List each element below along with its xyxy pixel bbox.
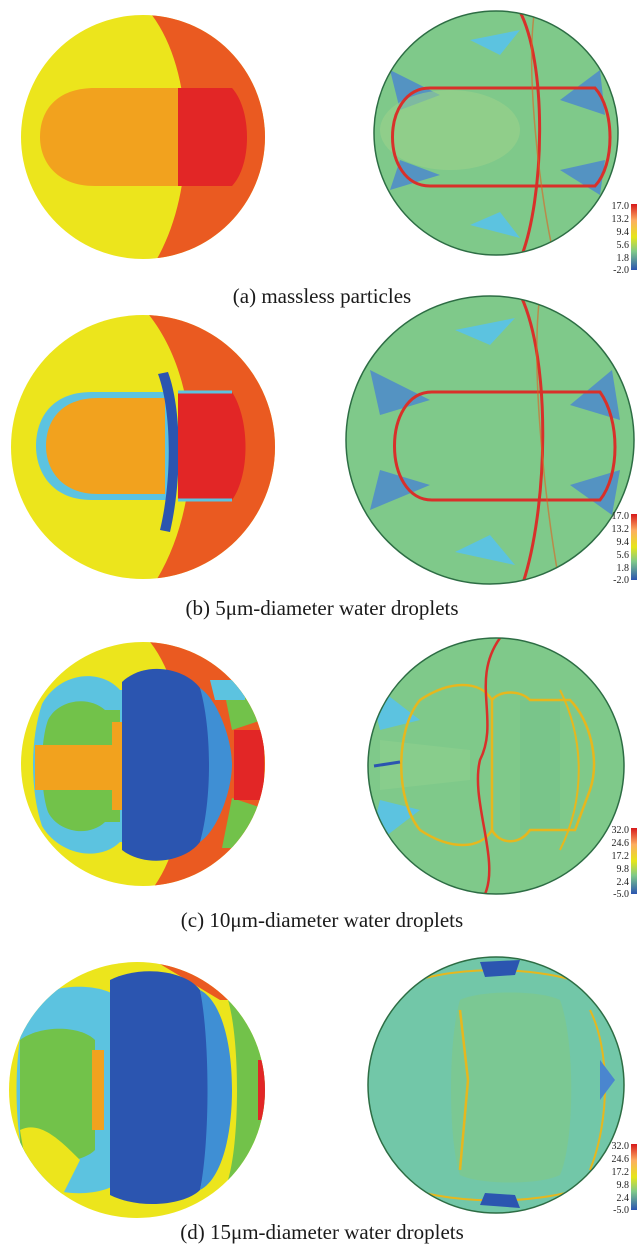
colorbar-tick: -2.0 xyxy=(613,265,629,276)
colorbar-tick: 9.4 xyxy=(617,537,630,548)
panel-c-field-map xyxy=(368,638,624,894)
colorbar-tick: -5.0 xyxy=(613,889,629,900)
caption-b: (b) 5μm-diameter water droplets xyxy=(0,596,644,620)
colorbar-tick: 17.0 xyxy=(612,511,630,522)
panel-a-field-map xyxy=(370,8,622,260)
panel-d: 32.0 24.6 17.2 9.8 2.4 -5.0 xyxy=(5,957,637,1222)
panel-d-concentration-map xyxy=(5,958,269,1222)
colorbar-tick: 32.0 xyxy=(612,1141,630,1152)
panel-c-colorbar: 32.0 24.6 17.2 9.8 2.4 -5.0 xyxy=(612,825,638,900)
panel-a: 17.0 13.2 9.4 5.6 1.8 -2.0 xyxy=(15,8,637,276)
colorbar-tick: 17.0 xyxy=(612,201,630,212)
panel-b: 17.0 13.2 9.4 5.6 1.8 -2.0 xyxy=(5,294,637,590)
caption-a: (a) massless particles xyxy=(0,284,644,308)
caption-d: (d) 15μm-diameter water droplets xyxy=(0,1220,644,1244)
colorbar-tick: 2.4 xyxy=(617,877,630,888)
colorbar-tick: 5.6 xyxy=(617,240,630,251)
colorbar-tick: 1.8 xyxy=(617,253,630,264)
colorbar-tick: -5.0 xyxy=(613,1205,629,1216)
colorbar-tick: 9.8 xyxy=(617,1180,630,1191)
colorbar-tick: 24.6 xyxy=(612,1154,630,1165)
colorbar-tick: 32.0 xyxy=(612,825,630,836)
panel-d-colorbar: 32.0 24.6 17.2 9.8 2.4 -5.0 xyxy=(612,1141,638,1216)
colorbar-tick: 24.6 xyxy=(612,838,630,849)
panel-d-field-map xyxy=(368,957,624,1213)
colorbar-tick: 13.2 xyxy=(612,214,630,225)
caption-c: (c) 10μm-diameter water droplets xyxy=(0,908,644,932)
colorbar-tick: 9.4 xyxy=(617,227,630,238)
colorbar-tick: 17.2 xyxy=(612,851,630,862)
panel-b-concentration-map xyxy=(5,310,290,590)
panel-a-colorbar: 17.0 13.2 9.4 5.6 1.8 -2.0 xyxy=(612,201,638,276)
colorbar-tick: 9.8 xyxy=(617,864,630,875)
colorbar-tick: 5.6 xyxy=(617,550,630,561)
colorbar-tick: 13.2 xyxy=(612,524,630,535)
panel-c: 32.0 24.6 17.2 9.8 2.4 -5.0 xyxy=(15,636,637,900)
panel-c-concentration-map xyxy=(15,636,275,896)
colorbar-tick: -2.0 xyxy=(613,575,629,586)
panel-b-colorbar: 17.0 13.2 9.4 5.6 1.8 -2.0 xyxy=(612,511,638,586)
panel-a-concentration-map xyxy=(15,10,275,270)
colorbar-tick: 1.8 xyxy=(617,563,630,574)
colorbar-tick: 17.2 xyxy=(612,1167,630,1178)
colorbar-tick: 2.4 xyxy=(617,1193,630,1204)
